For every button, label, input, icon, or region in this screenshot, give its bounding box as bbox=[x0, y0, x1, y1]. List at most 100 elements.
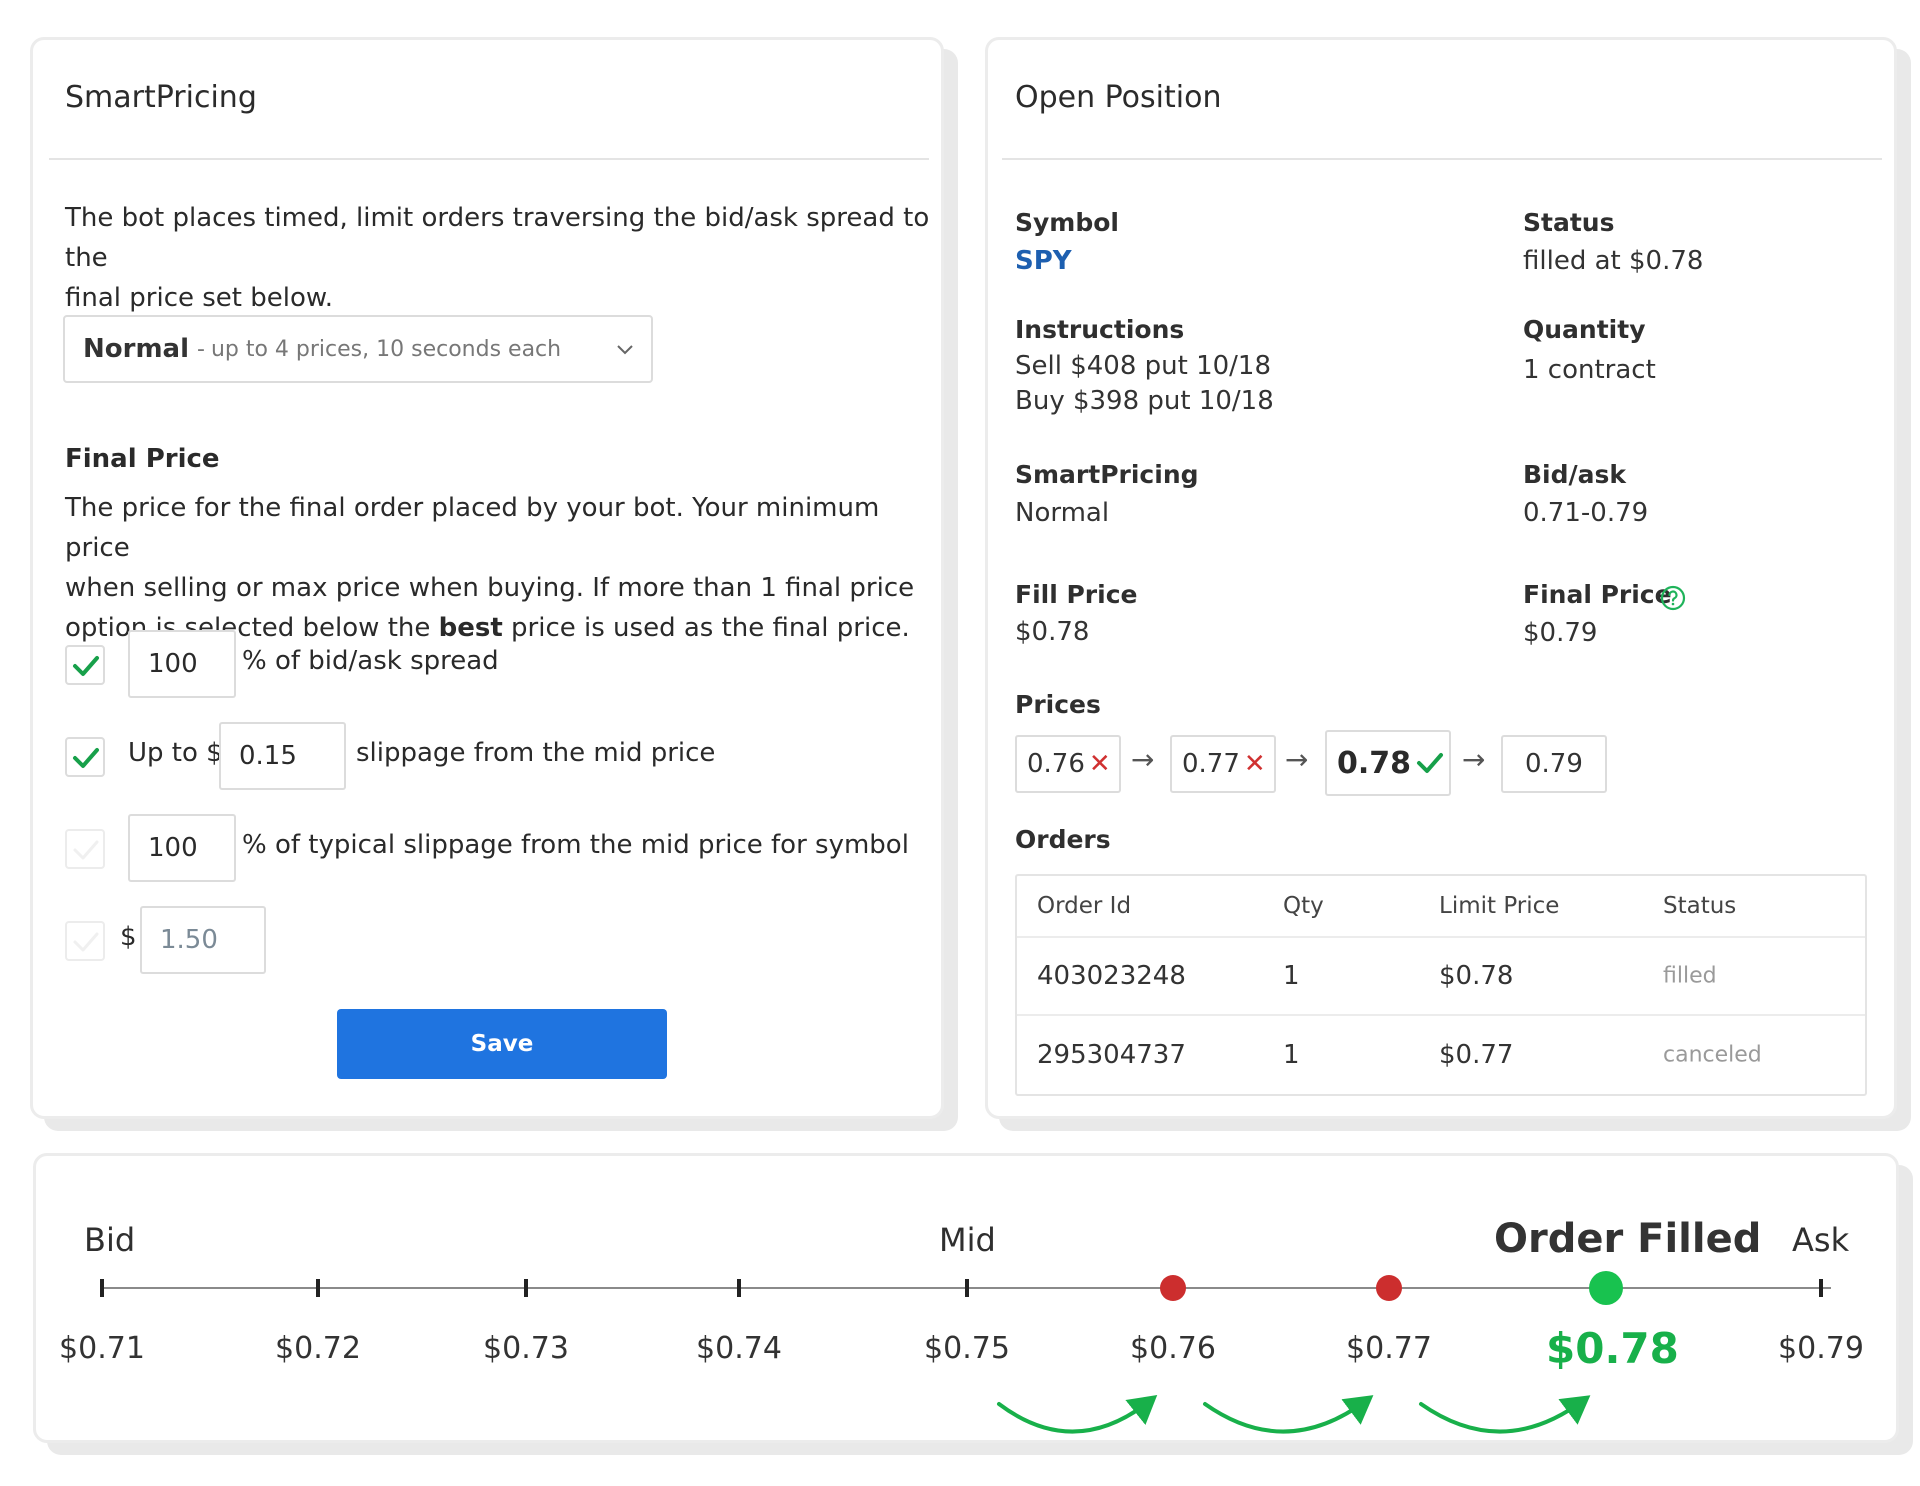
typical-slippage-input[interactable]: 100 bbox=[128, 814, 236, 882]
table-header: Order Id Qty Limit Price Status bbox=[1017, 876, 1865, 938]
quantity-label: Quantity bbox=[1523, 315, 1646, 344]
instructions-label: Instructions bbox=[1015, 315, 1185, 344]
typical-slippage-checkbox[interactable] bbox=[65, 829, 105, 869]
fixed-price-prefix: $ bbox=[120, 922, 137, 952]
bidask-label: Bid/ask bbox=[1523, 460, 1627, 489]
tick-label: $0.78 bbox=[1546, 1324, 1679, 1373]
arrow-right-icon: → bbox=[1285, 743, 1309, 776]
price-step-2: 0.77 ✕ bbox=[1170, 735, 1276, 793]
tick-label: $0.77 bbox=[1346, 1331, 1432, 1366]
col-order-id: Order Id bbox=[1037, 893, 1132, 919]
timeline-ticks bbox=[100, 1279, 1823, 1297]
prices-label: Prices bbox=[1015, 690, 1101, 719]
tick-label: $0.79 bbox=[1778, 1331, 1864, 1366]
bid-label: Bid bbox=[84, 1221, 136, 1259]
open-position-card: Open Position Symbol SPY Status filled a… bbox=[985, 37, 1897, 1119]
table-row[interactable]: 295304737 1 $0.77 canceled bbox=[1017, 1016, 1865, 1094]
symbol-link[interactable]: SPY bbox=[1015, 246, 1072, 276]
smartpricing-description: The bot places timed, limit orders trave… bbox=[65, 203, 930, 313]
mode-select[interactable]: Normal - up to 4 prices, 10 seconds each bbox=[63, 315, 653, 383]
title-divider bbox=[49, 158, 929, 160]
order-filled-label: Order Filled bbox=[1494, 1216, 1762, 1262]
smartpricing-card: SmartPricing The bot places timed, limit… bbox=[30, 37, 944, 1119]
arrow-right-icon: → bbox=[1462, 743, 1486, 776]
mode-select-detail: up to 4 prices, 10 seconds each bbox=[210, 336, 562, 362]
ask-label: Ask bbox=[1792, 1221, 1850, 1259]
orders-table: Order Id Qty Limit Price Status 40302324… bbox=[1015, 874, 1867, 1096]
order-status: canceled bbox=[1663, 1042, 1762, 1068]
mode-select-value: Normal bbox=[83, 334, 189, 364]
help-circle-icon[interactable] bbox=[1660, 585, 1686, 611]
mid-label: Mid bbox=[939, 1221, 996, 1259]
order-status: filled bbox=[1663, 963, 1717, 989]
fill-price-value: $0.78 bbox=[1015, 617, 1090, 647]
slippage-checkbox[interactable] bbox=[65, 737, 105, 777]
fixed-price-input[interactable]: 1.50 bbox=[140, 906, 266, 974]
order-limit: $0.77 bbox=[1439, 1040, 1514, 1070]
order-id: 295304737 bbox=[1037, 1040, 1186, 1070]
slippage-label: slippage from the mid price bbox=[356, 738, 716, 768]
fixed-price-checkbox[interactable] bbox=[65, 921, 105, 961]
price-timeline bbox=[100, 1271, 1831, 1434]
timeline-arrows bbox=[997, 1394, 1591, 1434]
order-limit: $0.78 bbox=[1439, 961, 1514, 991]
bidask-value: 0.71-0.79 bbox=[1523, 498, 1649, 528]
check-icon bbox=[73, 656, 99, 676]
spread-percent-input[interactable]: 100 bbox=[128, 630, 236, 698]
smartpricing-mode-label: SmartPricing bbox=[1015, 460, 1199, 489]
tick-label: $0.75 bbox=[924, 1331, 1010, 1366]
quantity-value: 1 contract bbox=[1523, 355, 1656, 385]
chevron-down-icon bbox=[617, 345, 633, 355]
check-icon bbox=[73, 932, 99, 952]
timeline-markers bbox=[1160, 1271, 1623, 1305]
x-icon: ✕ bbox=[1088, 749, 1111, 779]
instructions-line-1: Sell $408 put 10/18 bbox=[1015, 351, 1272, 381]
col-status: Status bbox=[1663, 893, 1737, 919]
order-id: 403023248 bbox=[1037, 961, 1186, 991]
price-step-3: 0.78 bbox=[1325, 730, 1451, 796]
slippage-prefix: Up to $ bbox=[128, 738, 223, 768]
status-label: Status bbox=[1523, 208, 1615, 237]
instructions-line-2: Buy $398 put 10/18 bbox=[1015, 386, 1274, 416]
tick-label: $0.71 bbox=[59, 1331, 145, 1366]
price-step-1: 0.76 ✕ bbox=[1015, 735, 1121, 793]
table-row[interactable]: 403023248 1 $0.78 filled bbox=[1017, 938, 1865, 1016]
spread-percent-checkbox[interactable] bbox=[65, 645, 105, 685]
price-step-4: 0.79 bbox=[1501, 735, 1607, 793]
mode-select-separator: - bbox=[197, 336, 205, 362]
spread-percent-label: % of bid/ask spread bbox=[242, 646, 499, 676]
open-position-title: Open Position bbox=[1015, 80, 1222, 115]
symbol-label: Symbol bbox=[1015, 208, 1119, 237]
typical-slippage-label: % of typical slippage from the mid price… bbox=[242, 830, 909, 860]
step-arrow bbox=[997, 1394, 1158, 1434]
status-value: filled at $0.78 bbox=[1523, 246, 1704, 276]
step-arrow bbox=[1419, 1395, 1591, 1434]
col-limit-price: Limit Price bbox=[1439, 893, 1560, 919]
rejected-marker bbox=[1160, 1275, 1186, 1301]
final-price-label: Final Price bbox=[65, 444, 220, 474]
tick-label: $0.73 bbox=[483, 1331, 569, 1366]
arrow-right-icon: → bbox=[1131, 743, 1155, 776]
smartpricing-title: SmartPricing bbox=[65, 80, 257, 115]
order-qty: 1 bbox=[1283, 961, 1300, 991]
filled-marker bbox=[1589, 1271, 1623, 1305]
price-timeline-card: Bid Mid Order Filled Ask $0.71 $0.72 $0.73… bbox=[33, 1153, 1899, 1443]
col-qty: Qty bbox=[1283, 893, 1324, 919]
x-icon: ✕ bbox=[1243, 749, 1266, 779]
check-icon bbox=[73, 840, 99, 860]
title-divider bbox=[1002, 158, 1882, 160]
order-qty: 1 bbox=[1283, 1040, 1300, 1070]
tick-label: $0.76 bbox=[1130, 1331, 1216, 1366]
final-price-help: The price for the final order placed by … bbox=[65, 493, 915, 643]
smartpricing-mode-value: Normal bbox=[1015, 498, 1110, 528]
final-price-value: $0.79 bbox=[1523, 618, 1598, 648]
save-button[interactable]: Save bbox=[337, 1009, 667, 1079]
final-price-label: Final Price bbox=[1523, 580, 1672, 609]
orders-label: Orders bbox=[1015, 825, 1111, 854]
step-arrow bbox=[1203, 1395, 1374, 1434]
tick-label: $0.74 bbox=[696, 1331, 782, 1366]
slippage-input[interactable]: 0.15 bbox=[219, 722, 346, 790]
check-icon bbox=[73, 748, 99, 768]
check-icon bbox=[1417, 753, 1444, 773]
fill-price-label: Fill Price bbox=[1015, 580, 1138, 609]
